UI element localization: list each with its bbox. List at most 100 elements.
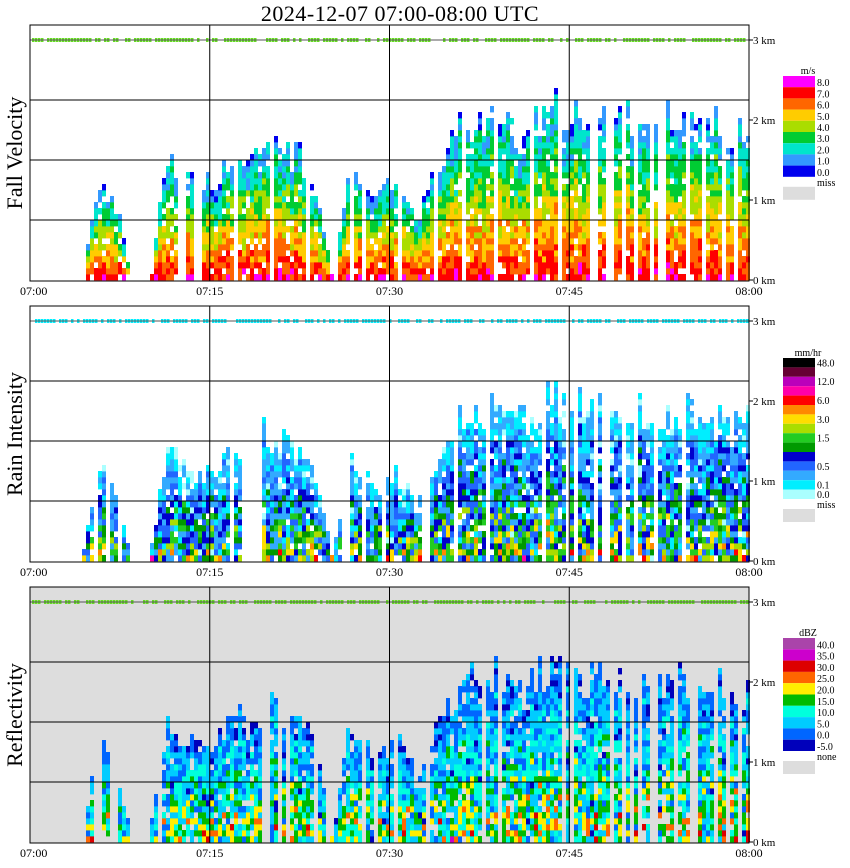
heatmap-cell <box>530 495 534 502</box>
heatmap-cell <box>378 543 382 550</box>
heatmap-cell <box>162 196 166 203</box>
heatmap-cell <box>506 232 510 239</box>
heatmap-cell <box>302 519 306 526</box>
heatmap-cell <box>510 471 514 478</box>
heatmap-cell <box>702 459 706 466</box>
heatmap-cell <box>554 453 558 460</box>
heatmap-cell <box>470 525 474 532</box>
heatmap-cell <box>510 202 514 209</box>
heatmap-cell <box>118 244 122 251</box>
heatmap-cell <box>542 220 546 227</box>
heatmap-cell <box>742 268 746 275</box>
heatmap-cell <box>438 184 442 191</box>
heatmap-cell <box>270 507 274 514</box>
heatmap-cell <box>618 250 622 257</box>
heatmap-cell <box>282 513 286 520</box>
heatmap-cell <box>658 453 662 460</box>
heatmap-cell <box>526 441 530 448</box>
heatmap-cell <box>626 256 630 263</box>
heatmap-cell <box>322 238 326 245</box>
heatmap-cell <box>474 256 478 263</box>
heatmap-cell <box>618 537 622 544</box>
heatmap-cell <box>186 202 190 209</box>
heatmap-cell <box>154 244 158 251</box>
heatmap-cell <box>478 453 482 460</box>
heatmap-cell <box>642 268 646 275</box>
heatmap-cell <box>250 208 254 215</box>
heatmap-cell <box>554 465 558 472</box>
heatmap-cell <box>90 507 94 514</box>
heatmap-cell <box>514 214 518 221</box>
heatmap-cell <box>306 489 310 496</box>
heatmap-cell <box>574 142 578 149</box>
heatmap-cell <box>706 118 710 125</box>
heatmap-cell <box>706 268 710 275</box>
heatmap-cell <box>214 208 218 215</box>
heatmap-cell <box>170 501 174 508</box>
heatmap-cell <box>102 519 106 526</box>
heatmap-cell <box>522 423 526 430</box>
heatmap-cell <box>526 519 530 526</box>
heatmap-cell <box>650 483 654 490</box>
heatmap-cell <box>698 447 702 454</box>
heatmap-cell <box>546 268 550 275</box>
heatmap-cell <box>186 226 190 233</box>
heatmap-cell <box>278 244 282 251</box>
heatmap-cell <box>274 202 278 209</box>
heatmap-cell <box>534 525 538 532</box>
heatmap-cell <box>746 244 750 251</box>
heatmap-cell <box>502 130 506 137</box>
heatmap-cell <box>570 250 574 257</box>
heatmap-cell <box>430 190 434 197</box>
heatmap-cell <box>294 238 298 245</box>
heatmap-cell <box>598 238 602 245</box>
heatmap-cell <box>630 429 634 436</box>
heatmap-cell <box>190 549 194 556</box>
heatmap-cell <box>542 172 546 179</box>
heatmap-cell <box>686 501 690 508</box>
heatmap-cell <box>738 166 742 173</box>
heatmap-cell <box>662 477 666 484</box>
heatmap-cell <box>282 489 286 496</box>
heatmap-cell <box>402 555 406 562</box>
heatmap-cell <box>718 172 722 179</box>
heatmap-cell <box>534 142 538 149</box>
heatmap-cell <box>630 525 634 532</box>
heatmap-cell <box>598 531 602 538</box>
heatmap-cell <box>578 489 582 496</box>
heatmap-cell <box>518 555 522 562</box>
heatmap-cell <box>482 232 486 239</box>
heatmap-cell <box>450 525 454 532</box>
heatmap-cell <box>310 519 314 526</box>
heatmap-cell <box>690 154 694 161</box>
heatmap-cell <box>662 441 666 448</box>
heatmap-cell <box>670 190 674 197</box>
heatmap-cell <box>210 495 214 502</box>
heatmap-cell <box>282 250 286 257</box>
heatmap-cell <box>198 537 202 544</box>
heatmap-cell <box>286 477 290 484</box>
heatmap-cell <box>642 244 646 251</box>
heatmap-cell <box>358 519 362 526</box>
heatmap-cell <box>590 537 594 544</box>
heatmap-cell <box>474 172 478 179</box>
heatmap-cell <box>570 274 574 281</box>
heatmap-cell <box>118 226 122 233</box>
heatmap-cell <box>406 274 410 281</box>
heatmap-cell <box>202 489 206 496</box>
heatmap-cell <box>474 543 478 550</box>
heatmap-cell <box>670 471 674 478</box>
heatmap-cell <box>454 226 458 233</box>
heatmap-cell <box>614 483 618 490</box>
heatmap-cell <box>638 124 642 131</box>
heatmap-cell <box>98 238 102 245</box>
heatmap-cell <box>378 202 382 209</box>
heatmap-cell <box>290 232 294 239</box>
heatmap-cell <box>502 489 506 496</box>
heatmap-cell <box>698 262 702 269</box>
heatmap-cell <box>486 220 490 227</box>
heatmap-cell <box>550 244 554 251</box>
heatmap-cell <box>422 226 426 233</box>
heatmap-cell <box>734 531 738 538</box>
heatmap-cell <box>206 537 210 544</box>
